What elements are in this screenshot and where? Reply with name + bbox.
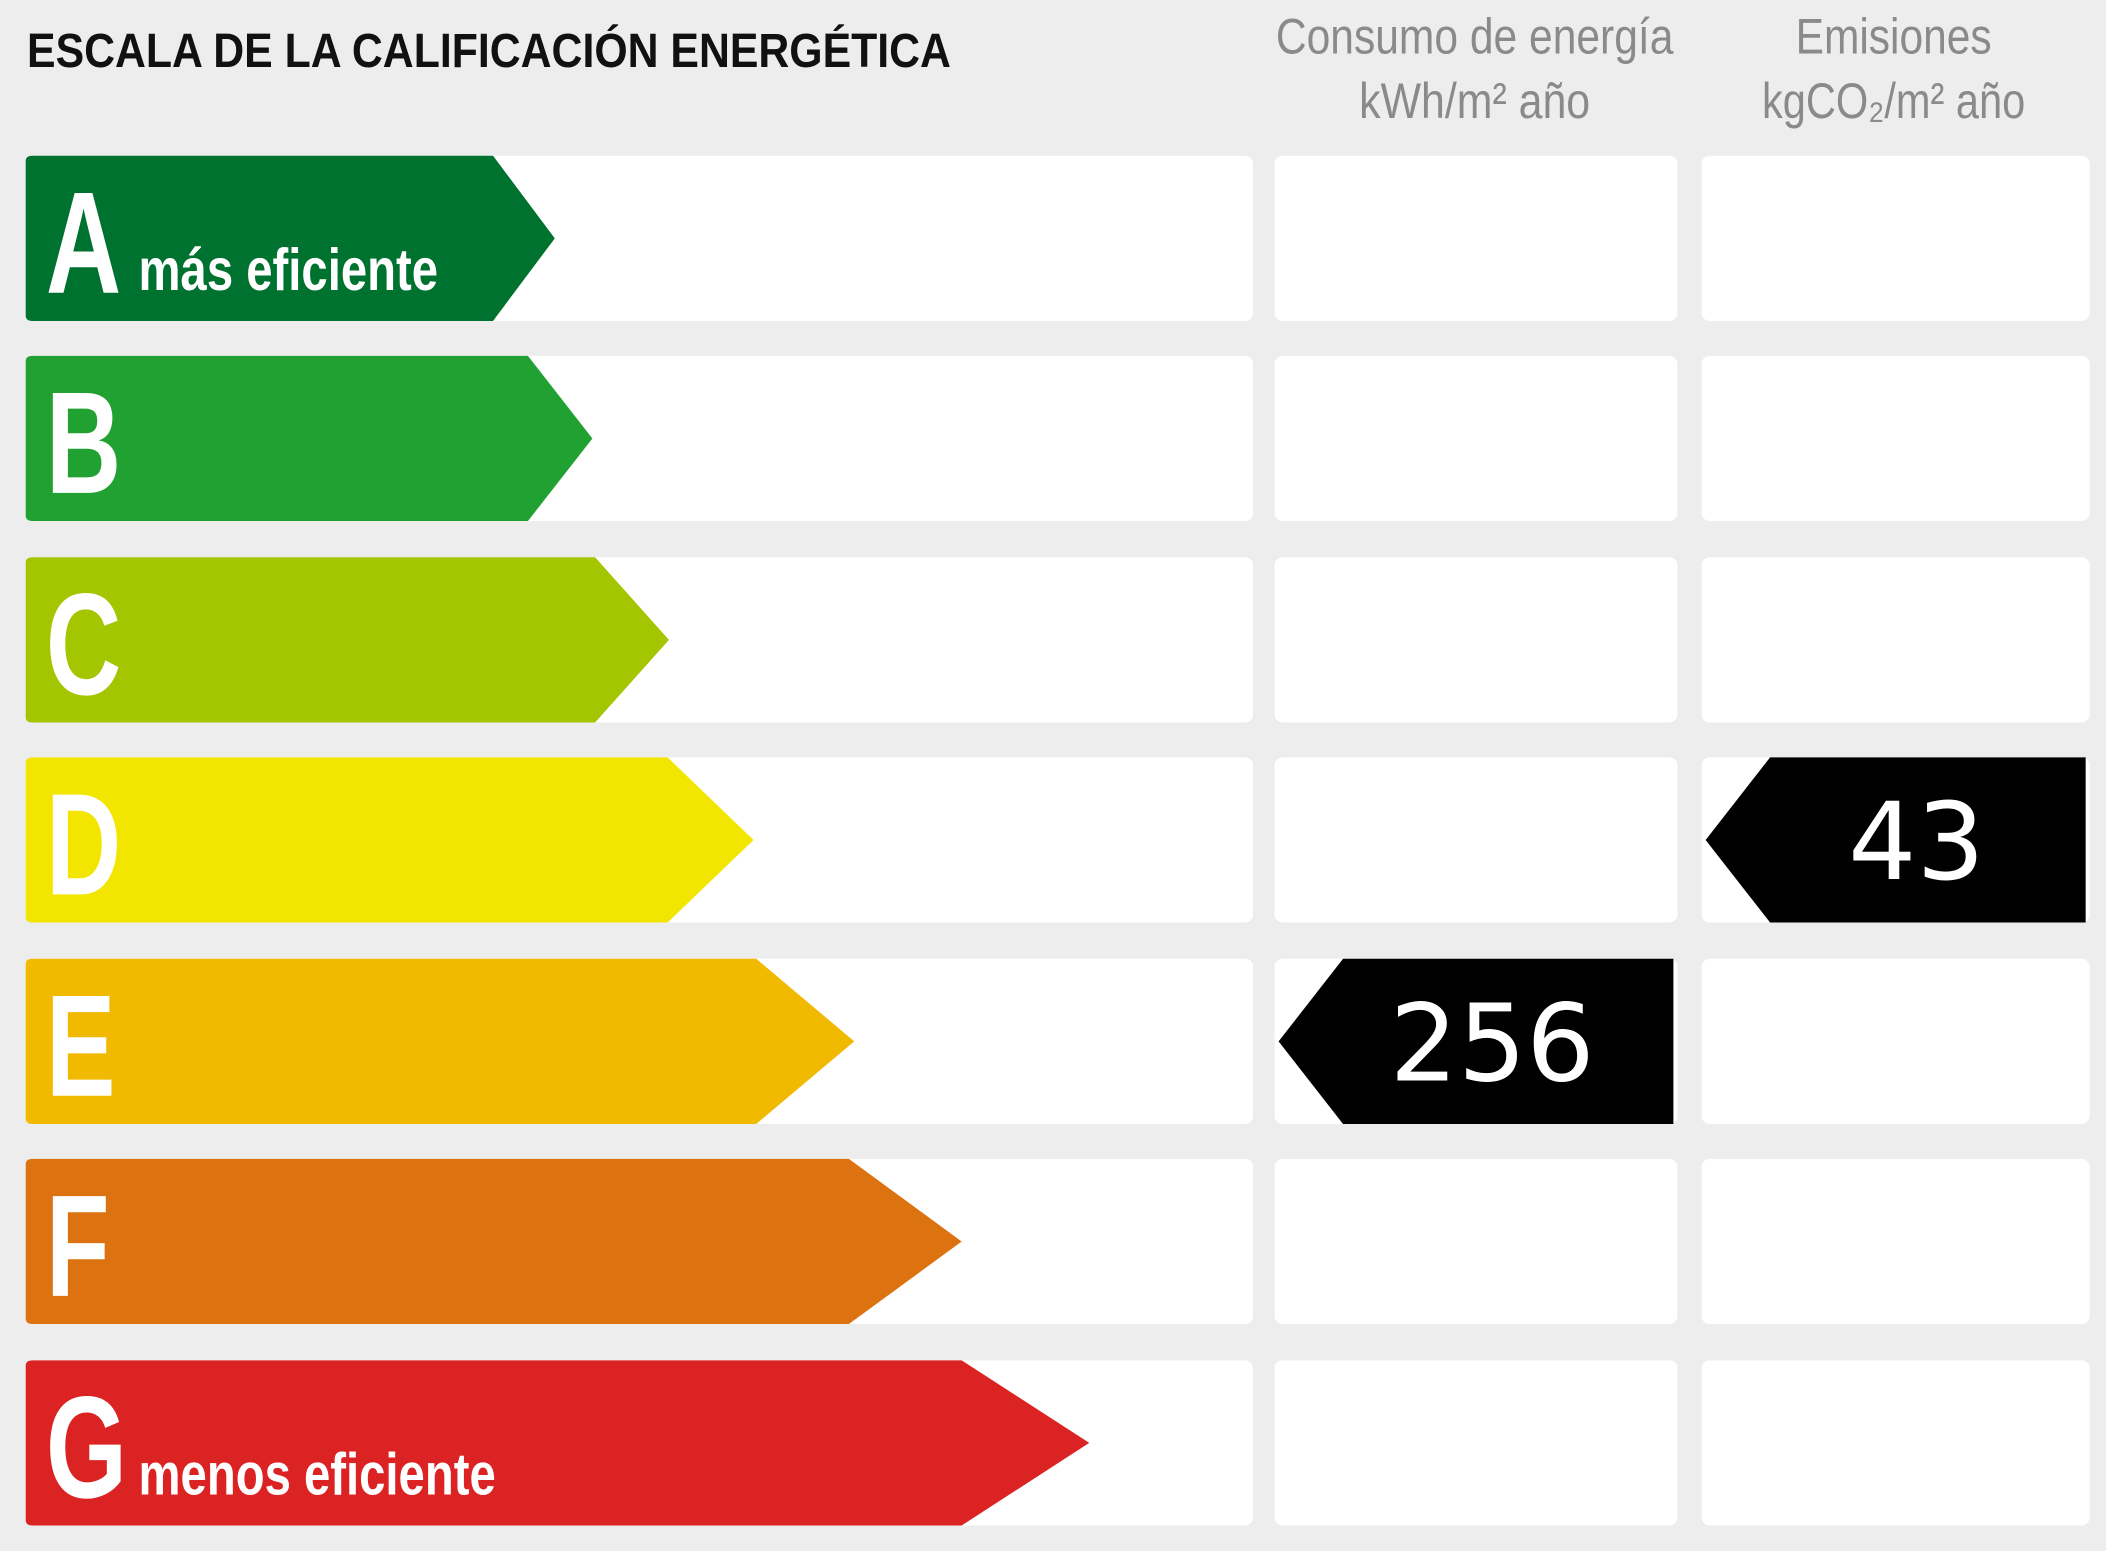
rating-arrow xyxy=(25,1360,1090,1526)
value-arrow xyxy=(1278,958,1674,1124)
rating-letter: G xyxy=(46,1366,127,1528)
value-box xyxy=(1701,1360,2090,1526)
rating-label: más eficiente xyxy=(139,238,438,303)
value-box xyxy=(1274,355,1678,522)
rating-arrow xyxy=(25,557,669,723)
consumption-value: 256 xyxy=(1390,981,1595,1106)
value-arrow xyxy=(1705,757,2086,923)
rating-arrow xyxy=(25,757,754,923)
rating-arrow xyxy=(25,958,855,1124)
value-box xyxy=(1701,155,2090,321)
rating-letter: B xyxy=(46,362,121,524)
value-box xyxy=(1274,1360,1678,1526)
rating-letter: E xyxy=(46,965,116,1127)
rating-arrow xyxy=(25,1158,962,1325)
value-box xyxy=(1701,1158,2090,1325)
value-box xyxy=(1701,355,2090,522)
column-title: Consumo de energía xyxy=(1276,9,1674,65)
value-box xyxy=(1701,958,2090,1124)
emissions-value: 43 xyxy=(1848,780,1985,905)
value-box xyxy=(1274,557,1678,723)
rating-arrow xyxy=(25,155,555,321)
rating-letter: A xyxy=(46,162,121,324)
rating-arrow xyxy=(25,355,593,522)
rating-letter: D xyxy=(46,764,121,926)
value-box xyxy=(1274,757,1678,923)
column-title: Emisiones xyxy=(1796,9,1992,65)
title: ESCALA DE LA CALIFICACIÓN ENERGÉTICA xyxy=(27,23,951,78)
rating-label: menos eficiente xyxy=(139,1443,496,1508)
rating-letter: C xyxy=(46,563,121,725)
value-box xyxy=(1701,557,2090,723)
value-box xyxy=(1274,155,1678,321)
column-unit: kgCO₂/m² año xyxy=(1762,73,2025,129)
rating-letter: F xyxy=(46,1165,110,1327)
column-unit: kWh/m² año xyxy=(1359,73,1590,129)
value-box xyxy=(1274,1158,1678,1325)
